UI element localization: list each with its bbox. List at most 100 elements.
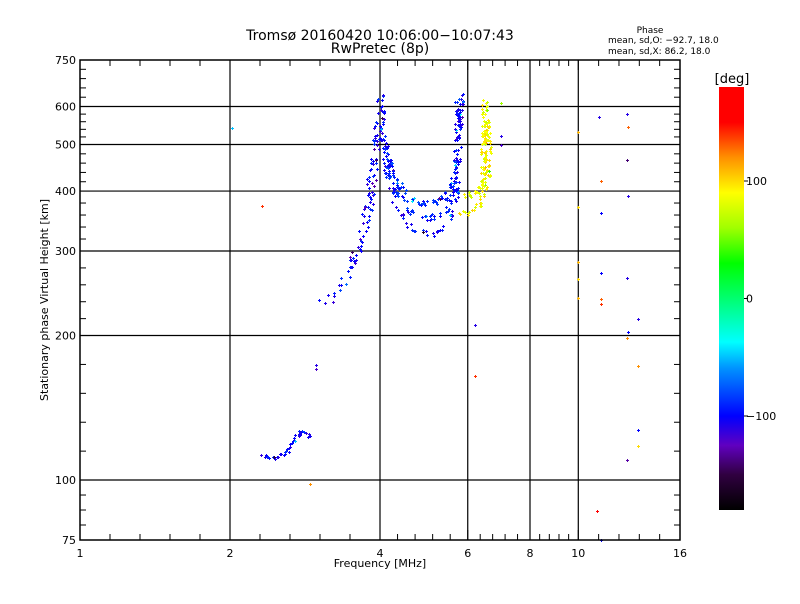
data-point (484, 184, 487, 187)
data-point-v (382, 110, 383, 113)
data-point (455, 200, 458, 203)
data-point-v (455, 123, 456, 126)
data-point-v (490, 140, 491, 143)
data-point-v (475, 206, 476, 209)
data-point (293, 437, 296, 440)
data-point (385, 176, 388, 179)
data-point (451, 210, 454, 213)
data-point (600, 272, 603, 275)
data-point (452, 191, 455, 194)
data-point-v (389, 165, 390, 168)
data-point-v (366, 230, 367, 233)
data-point (383, 151, 386, 154)
data-point-v (382, 132, 383, 135)
data-point-v (382, 139, 383, 142)
data-point-v (450, 194, 451, 197)
data-point-v (377, 144, 378, 147)
y-tick-label: 100 (55, 474, 76, 487)
data-point (374, 139, 377, 142)
data-point (324, 302, 327, 305)
data-point (451, 215, 454, 218)
data-point (471, 209, 474, 212)
data-point (410, 223, 413, 226)
data-point (459, 128, 462, 131)
data-point-v (464, 193, 465, 196)
data-point (453, 180, 456, 183)
data-point (303, 431, 306, 434)
data-point (483, 160, 486, 163)
data-point-v (425, 215, 426, 218)
data-point (383, 112, 386, 115)
data-point (407, 211, 410, 214)
data-point (424, 204, 427, 207)
data-point (600, 303, 603, 306)
data-point-v (475, 190, 476, 193)
data-point (474, 206, 477, 209)
data-point (459, 118, 462, 121)
data-point-v (456, 190, 457, 193)
data-point (432, 201, 435, 204)
data-point-v (403, 186, 404, 189)
data-point-v (469, 193, 470, 196)
data-point (577, 131, 580, 134)
data-point (455, 167, 458, 170)
data-point-v (387, 152, 388, 155)
data-point (455, 188, 458, 191)
data-point (403, 199, 406, 202)
data-point (327, 294, 330, 297)
chart-title: Tromsø 20160420 10:06:00−10:07:43 (245, 28, 514, 44)
data-point (461, 109, 464, 112)
data-point (484, 181, 487, 184)
data-point (440, 195, 443, 198)
data-point (366, 178, 369, 181)
data-point (309, 483, 312, 486)
data-point (480, 202, 483, 205)
data-point-v (458, 161, 459, 164)
data-point (485, 129, 488, 132)
data-point-v (483, 168, 484, 171)
data-point (381, 132, 384, 135)
data-point (460, 126, 463, 129)
data-point (474, 375, 477, 378)
data-point-v (457, 136, 458, 139)
data-point-v (457, 153, 458, 156)
data-point (388, 172, 391, 175)
data-point-v (458, 187, 459, 190)
data-point-v (450, 214, 451, 217)
data-point (261, 205, 264, 208)
grid-lines (80, 60, 680, 540)
data-point-v (457, 110, 458, 113)
data-point (453, 182, 456, 185)
data-point (373, 193, 376, 196)
data-point (453, 189, 456, 192)
data-point-v (477, 191, 478, 194)
data-point (380, 128, 383, 131)
data-point-v (597, 510, 598, 513)
data-point (387, 167, 390, 170)
data-point (397, 186, 400, 189)
data-point-v (421, 204, 422, 207)
data-point-v (459, 115, 460, 118)
data-point-v (403, 217, 404, 220)
data-point (456, 136, 459, 139)
data-point-v (364, 215, 365, 218)
data-point (438, 197, 441, 200)
data-point (400, 214, 403, 217)
data-point-v (388, 160, 389, 163)
data-point-v (459, 120, 460, 123)
data-point-v (455, 198, 456, 201)
data-point-v (300, 431, 301, 434)
data-point-v (438, 230, 439, 233)
data-point-v (388, 145, 389, 148)
data-point-v (358, 246, 359, 249)
data-point-v (427, 200, 428, 203)
data-point (370, 162, 373, 165)
data-point-v (490, 148, 491, 151)
data-point (231, 127, 234, 130)
data-point (372, 175, 375, 178)
data-point-v (501, 144, 502, 147)
x-tick-label: 8 (527, 547, 534, 560)
data-point-v (362, 213, 363, 216)
data-point-v (488, 174, 489, 177)
data-point-v (483, 166, 484, 169)
